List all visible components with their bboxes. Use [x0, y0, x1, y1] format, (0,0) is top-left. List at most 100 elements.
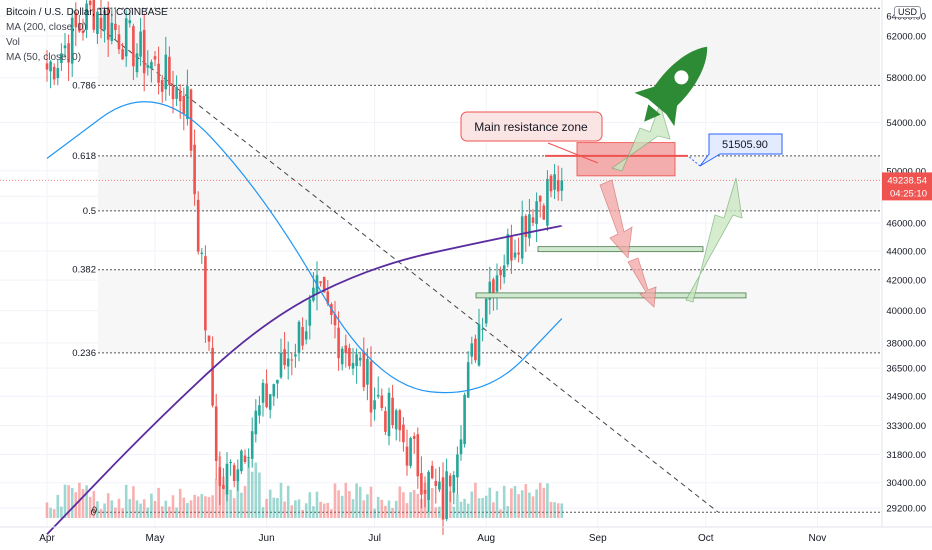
volume-bar	[258, 472, 261, 518]
volume-bar	[150, 493, 153, 518]
volume-bar	[67, 485, 70, 518]
volume-bar	[272, 497, 276, 518]
candle-body	[132, 26, 135, 67]
volume-bar	[196, 496, 200, 518]
candle-body	[243, 455, 247, 462]
candle-body	[236, 469, 240, 482]
drawing-layer[interactable]: Main resistance zone 51505.90	[0, 30, 880, 308]
candle-body	[160, 80, 164, 92]
legend-ma50[interactable]: MA (50, close, 0)	[6, 52, 82, 63]
bearish-arrow-2	[627, 257, 657, 308]
candle-body	[135, 53, 139, 73]
support-zone-lower[interactable]	[475, 292, 747, 299]
candle-body	[168, 56, 171, 85]
volume-bar	[520, 490, 524, 518]
volume-bar	[222, 476, 225, 518]
volume-bar	[99, 509, 103, 518]
candle-body	[319, 281, 322, 284]
volume-bar	[153, 501, 157, 518]
volume-bar	[506, 506, 510, 518]
volume-bar	[178, 488, 182, 518]
fib-level-label: 0.382	[72, 265, 96, 276]
volume-bar	[182, 497, 186, 518]
volume-bar	[416, 493, 420, 518]
rocket-fin-right	[666, 100, 678, 127]
candle-body	[556, 179, 560, 192]
candle-body	[326, 291, 330, 304]
volume-bar	[366, 494, 369, 518]
candle-body	[322, 276, 326, 293]
fib-level-label: 0.786	[72, 80, 96, 91]
volume-bar	[412, 490, 416, 518]
volume-bar	[556, 503, 560, 518]
volume-bar	[308, 492, 312, 518]
legend-ma200[interactable]: MA (200, close, 0)	[6, 22, 87, 33]
volume-bar	[538, 482, 542, 518]
volume-bar	[60, 506, 63, 518]
candle-body	[211, 347, 214, 406]
volume-bar	[466, 503, 470, 518]
candle-body	[391, 397, 394, 426]
volume-bar	[164, 500, 168, 518]
candle-body	[416, 434, 420, 477]
candle-body	[358, 357, 362, 361]
time-tick-label: Oct	[698, 533, 714, 544]
price-callout-box[interactable]	[699, 133, 783, 167]
volume-bar	[297, 499, 301, 518]
candle-body	[402, 424, 405, 443]
fib-band	[98, 155, 880, 211]
volume-bar	[160, 506, 164, 518]
candle-body	[240, 450, 243, 472]
volume-bar	[387, 500, 391, 518]
resistance-label-box[interactable]	[460, 111, 603, 142]
volume-bar	[315, 491, 319, 518]
volume-bar	[211, 495, 214, 518]
candle-body	[272, 384, 276, 397]
candle-body	[124, 18, 128, 57]
volume-bar	[376, 496, 380, 518]
volume-bar	[254, 462, 258, 518]
price-axis[interactable]: 64000.0062000.0058000.0054000.0050000.00…	[881, 0, 932, 527]
price-tick-label: 33300.00	[886, 421, 926, 432]
candle-body	[261, 382, 265, 403]
countdown-text: 04:25:10	[890, 188, 927, 199]
volume-bar	[452, 506, 456, 518]
candle-body	[63, 45, 67, 49]
volume-bar	[502, 485, 506, 518]
volume-bar	[340, 495, 344, 518]
volume-bar	[294, 500, 297, 518]
symbol-title[interactable]: Bitcoin / U.S. Dollar, 1D, COINBASE	[6, 7, 168, 18]
candle-body	[286, 358, 290, 367]
label-connector	[547, 142, 599, 164]
volume-bar	[56, 494, 60, 518]
candle-body	[297, 321, 301, 353]
candle-body	[171, 86, 175, 100]
rocket-flame	[644, 104, 661, 122]
legend-volume[interactable]: Vol	[6, 37, 20, 48]
candle-body	[164, 54, 168, 90]
volume-bar	[402, 492, 405, 518]
time-axis[interactable]: Apr May Jun Jul Aug Sep Oct Nov	[0, 526, 932, 544]
volume-bar	[45, 502, 49, 518]
ma200-line	[46, 224, 562, 535]
volume-bar	[63, 484, 67, 518]
volume-bar	[114, 507, 117, 518]
candle-body	[513, 252, 517, 258]
candle-body	[60, 53, 63, 63]
candle-body	[340, 348, 344, 365]
candle-body	[88, 0, 92, 6]
candle-body	[366, 358, 369, 385]
candle-body	[538, 195, 542, 202]
current-price-badge[interactable]	[882, 172, 932, 201]
currency-button[interactable]: USD	[894, 6, 922, 18]
fib-level-label: 0.618	[72, 151, 96, 162]
price-tick-label: 30400.00	[886, 478, 926, 489]
volume-bar	[448, 491, 452, 518]
candle-body	[200, 252, 204, 255]
volume-bar	[236, 480, 240, 518]
volume-bar	[488, 487, 492, 518]
price-tick-label: 36500.00	[886, 364, 926, 375]
price-tick-label: 31800.00	[886, 450, 926, 461]
candle-body	[67, 43, 70, 63]
